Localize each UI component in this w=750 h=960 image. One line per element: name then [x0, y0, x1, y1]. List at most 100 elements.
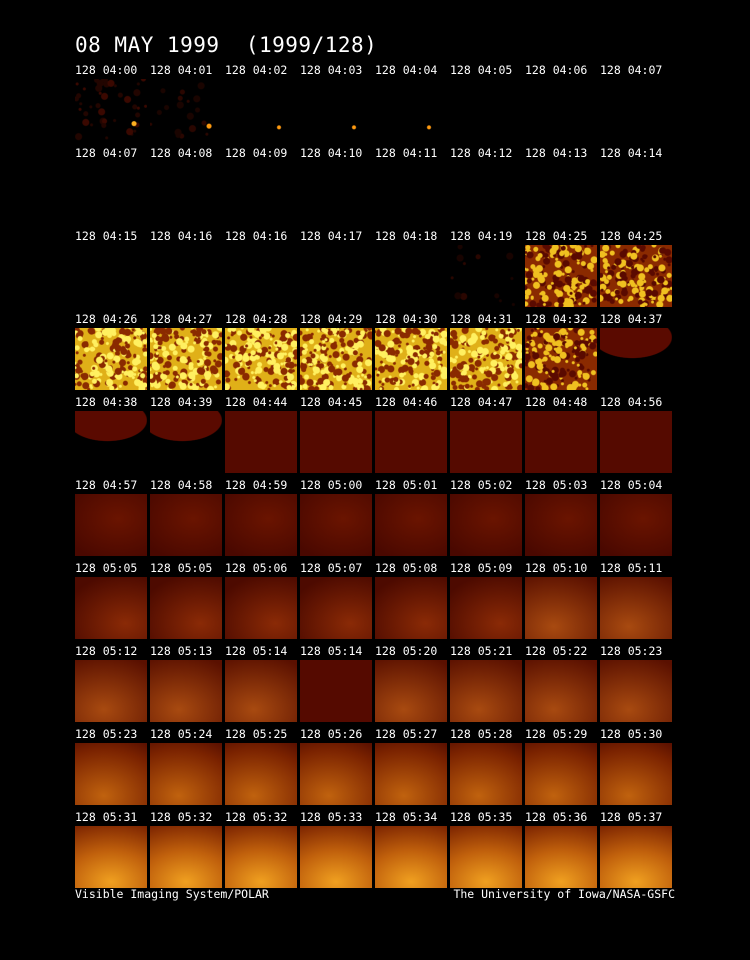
auroral-image-frame [525, 660, 597, 722]
image-cell: 128 05:20 [375, 644, 447, 727]
image-cell: 128 04:59 [225, 478, 297, 561]
auroral-image-frame [600, 411, 672, 473]
image-cell: 128 05:23 [75, 727, 147, 810]
image-cell: 128 04:05 [450, 63, 522, 146]
auroral-image-frame [525, 328, 597, 390]
frame-timestamp: 128 04:25 [600, 229, 663, 243]
image-cell: 128 04:16 [225, 229, 297, 312]
image-cell: 128 05:13 [150, 644, 222, 727]
image-cell: 128 05:14 [300, 644, 372, 727]
grid-row: 128 04:57 128 04:58 128 04:59 128 05:00 128 … [75, 478, 675, 561]
frame-timestamp: 128 04:09 [225, 146, 288, 160]
frame-timestamp: 128 04:15 [75, 229, 138, 243]
image-cell: 128 04:08 [150, 146, 222, 229]
image-cell: 128 04:14 [600, 146, 672, 229]
auroral-image-frame [150, 162, 222, 224]
footer-institution-credit: The University of Iowa/NASA-GSFC [453, 887, 675, 901]
auroral-image-frame [600, 660, 672, 722]
auroral-image-frame [375, 826, 447, 888]
frame-timestamp: 128 05:36 [525, 810, 588, 824]
frame-timestamp: 128 05:12 [75, 644, 138, 658]
auroral-image-frame [375, 494, 447, 556]
frame-timestamp: 128 04:28 [225, 312, 288, 326]
frame-timestamp: 128 04:12 [450, 146, 513, 160]
frame-timestamp: 128 04:39 [150, 395, 213, 409]
image-cell: 128 04:38 [75, 395, 147, 478]
image-cell: 128 05:29 [525, 727, 597, 810]
auroral-image-frame [450, 328, 522, 390]
image-cell: 128 04:02 [225, 63, 297, 146]
page-title: 08 MAY 1999 (1999/128) [75, 33, 378, 57]
frame-timestamp: 128 05:34 [375, 810, 438, 824]
grid-row: 128 04:07 128 04:08 128 04:09 128 04:10 128 … [75, 146, 675, 229]
image-cell: 128 05:12 [75, 644, 147, 727]
frame-timestamp: 128 05:28 [450, 727, 513, 741]
auroral-image-frame [300, 743, 372, 805]
auroral-image-frame [600, 162, 672, 224]
frame-timestamp: 128 04:58 [150, 478, 213, 492]
auroral-image-frame [375, 328, 447, 390]
auroral-image-frame [450, 743, 522, 805]
image-cell: 128 04:10 [300, 146, 372, 229]
frame-timestamp: 128 04:47 [450, 395, 513, 409]
frame-timestamp: 128 05:06 [225, 561, 288, 575]
image-cell: 128 05:25 [225, 727, 297, 810]
image-cell: 128 05:32 [225, 810, 297, 893]
grid-row: 128 05:12 128 05:13 128 05:14 128 05:14 128 … [75, 644, 675, 727]
auroral-image-frame [450, 826, 522, 888]
image-cell: 128 05:23 [600, 644, 672, 727]
footer-instrument-credit: Visible Imaging System/POLAR [75, 887, 269, 901]
auroral-image-frame [525, 577, 597, 639]
auroral-image-frame [525, 411, 597, 473]
grid-row: 128 05:23 128 05:24 128 05:25 128 05:26 128 … [75, 727, 675, 810]
auroral-image-frame [525, 743, 597, 805]
auroral-image-frame [150, 79, 222, 141]
auroral-image-frame [75, 79, 147, 141]
auroral-image-frame [600, 743, 672, 805]
image-cell: 128 04:15 [75, 229, 147, 312]
frame-timestamp: 128 05:07 [300, 561, 363, 575]
frame-timestamp: 128 04:46 [375, 395, 438, 409]
auroral-image-frame [225, 79, 297, 141]
frame-timestamp: 128 04:07 [600, 63, 663, 77]
frame-timestamp: 128 05:35 [450, 810, 513, 824]
frame-timestamp: 128 04:18 [375, 229, 438, 243]
auroral-image-frame [300, 328, 372, 390]
frame-timestamp: 128 04:14 [600, 146, 663, 160]
image-cell: 128 04:25 [525, 229, 597, 312]
auroral-image-frame [75, 494, 147, 556]
image-cell: 128 05:11 [600, 561, 672, 644]
auroral-image-frame [300, 494, 372, 556]
image-cell: 128 04:04 [375, 63, 447, 146]
image-cell: 128 04:45 [300, 395, 372, 478]
frame-timestamp: 128 04:27 [150, 312, 213, 326]
auroral-image-frame [525, 826, 597, 888]
image-cell: 128 04:46 [375, 395, 447, 478]
frame-timestamp: 128 04:17 [300, 229, 363, 243]
frame-timestamp: 128 05:11 [600, 561, 663, 575]
image-cell: 128 05:34 [375, 810, 447, 893]
auroral-image-frame [150, 245, 222, 307]
frame-timestamp: 128 04:37 [600, 312, 663, 326]
image-grid: 128 04:00 128 04:01 128 04:02 128 04:03 128 … [75, 63, 675, 893]
auroral-image-frame [75, 411, 147, 473]
auroral-image-frame [75, 826, 147, 888]
grid-row: 128 04:38 128 04:39 128 04:44 128 04:45 128 … [75, 395, 675, 478]
image-cell: 128 05:35 [450, 810, 522, 893]
grid-row: 128 04:26 128 04:27 128 04:28 128 04:29 128 … [75, 312, 675, 395]
image-cell: 128 04:12 [450, 146, 522, 229]
image-cell: 128 05:24 [150, 727, 222, 810]
image-cell: 128 04:17 [300, 229, 372, 312]
image-cell: 128 05:10 [525, 561, 597, 644]
frame-timestamp: 128 04:31 [450, 312, 513, 326]
image-cell: 128 04:57 [75, 478, 147, 561]
auroral-image-frame [150, 826, 222, 888]
auroral-image-frame [225, 826, 297, 888]
frame-timestamp: 128 05:14 [300, 644, 363, 658]
image-cell: 128 04:18 [375, 229, 447, 312]
auroral-image-frame [225, 411, 297, 473]
frame-timestamp: 128 04:07 [75, 146, 138, 160]
frame-timestamp: 128 04:05 [450, 63, 513, 77]
frame-timestamp: 128 04:29 [300, 312, 363, 326]
frame-timestamp: 128 05:24 [150, 727, 213, 741]
